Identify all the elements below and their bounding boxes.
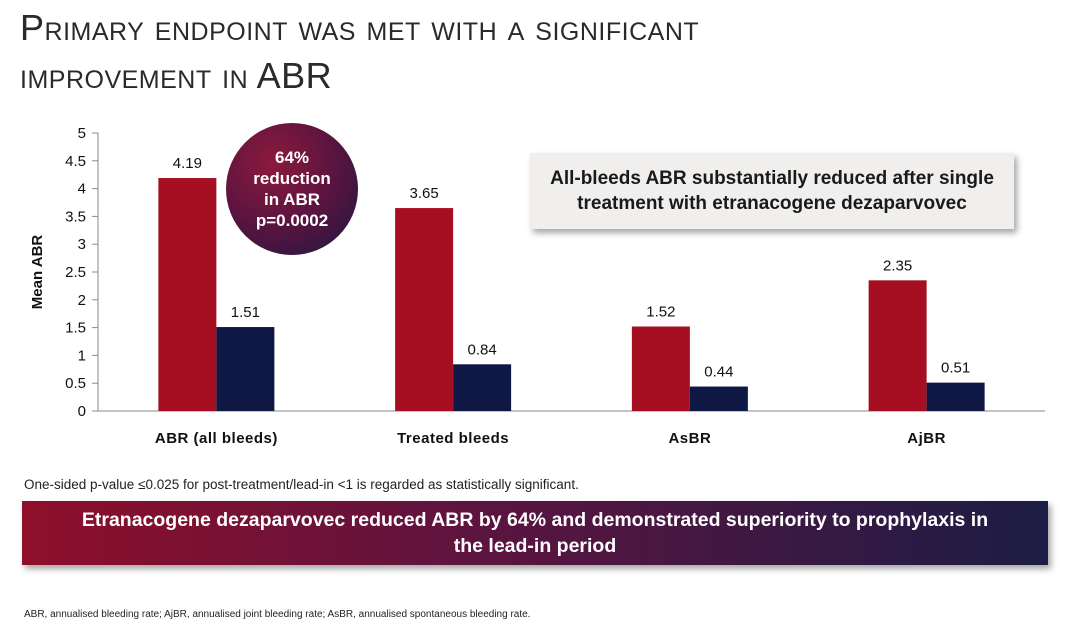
y-tick-label: 3.5 [65,208,86,225]
bar-value-label: 3.65 [410,185,439,202]
reduction-badge-metric: in ABR [263,190,321,209]
bar-value-label: 1.51 [231,304,260,321]
bar [868,280,927,411]
conclusion-banner: Etranacogene dezaparvovec reduced ABR by… [22,501,1048,565]
x-tick-label: AjBR [907,430,946,447]
callout-box: All-bleeds ABR substantially reduced aft… [530,153,1014,229]
x-tick-label: Treated bleeds [397,430,509,447]
bar [631,326,690,411]
bar [453,364,512,411]
y-tick-label: 2 [78,292,86,309]
conclusion-line2: the lead-in period [453,535,617,557]
y-tick-label: 0.5 [65,375,86,392]
reduction-badge-percent: 64% [274,148,310,167]
y-tick-label: 0 [78,403,86,420]
bar [158,178,217,411]
y-tick-label: 5 [78,125,86,142]
significance-footnote: One-sided p-value ≤0.025 for post-treatm… [24,477,579,492]
callout-line1: All-bleeds ABR substantially reduced aft… [550,168,994,189]
slide-title-line1: Primary endpoint was met with a signific… [20,7,700,48]
bar-value-label: 0.84 [468,341,497,358]
y-tick-label: 3 [78,236,86,253]
bar [395,208,454,411]
x-tick-label: ABR (all bleeds) [155,430,278,447]
x-tick-label: AsBR [668,430,711,447]
bar-value-label: 0.51 [941,360,970,377]
conclusion-line1: Etranacogene dezaparvovec reduced ABR by… [81,509,989,531]
y-tick-label: 1 [78,347,86,364]
abbreviations-footnote: ABR, annualised bleeding rate; AjBR, ann… [24,609,531,620]
reduction-badge: 64% reduction in ABR p=0.0002 [226,123,358,255]
bar-value-label: 4.19 [173,155,202,172]
y-tick-label: 2.5 [65,264,86,281]
y-tick-label: 1.5 [65,320,86,337]
slide-title-line2: improvement in ABR [20,55,333,96]
callout-line2: treatment with etranacogene dezaparvovec [577,193,967,214]
y-tick-label: 4 [78,181,86,198]
bar [216,327,275,411]
bar [926,382,985,411]
y-tick-label: 4.5 [65,153,86,170]
bar-value-label: 0.44 [704,364,733,381]
bar-value-label: 2.35 [883,257,912,274]
bar-value-label: 1.52 [646,303,675,320]
reduction-badge-pvalue: p=0.0002 [255,211,329,230]
reduction-badge-word: reduction [253,169,331,188]
y-axis-label: Mean ABR [29,235,46,310]
slide-title: Primary endpoint was met with a signific… [20,4,920,100]
bar [689,386,748,411]
